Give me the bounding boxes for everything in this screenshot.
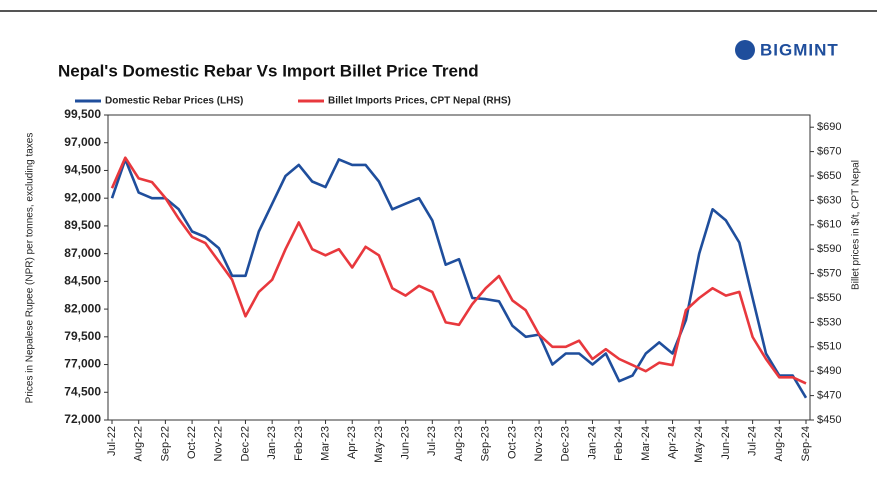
x-tick-label: Sep-24 (800, 426, 812, 461)
y-tick-label: 97,000 (64, 135, 101, 149)
x-tick-label: Mar-24 (640, 426, 652, 461)
y-tick-label: 89,500 (64, 218, 101, 232)
x-tick-label: Aug-23 (453, 426, 465, 461)
x-tick-label: Oct-22 (186, 426, 198, 459)
x-tick-label: Aug-24 (773, 426, 785, 461)
y2-tick-label: $470 (817, 390, 841, 402)
series-line (110, 156, 807, 385)
y-tick-label: 84,500 (64, 274, 101, 288)
x-tick-label: Feb-23 (293, 426, 305, 461)
x-tick-label: Jan-23 (266, 426, 278, 460)
legend-label: Domestic Rebar Prices (LHS) (105, 96, 243, 107)
y-tick-label: 87,000 (64, 246, 101, 260)
y2-tick-label: $610 (817, 219, 841, 231)
x-tick-label: Feb-24 (613, 426, 625, 461)
chart-title: Nepal's Domestic Rebar Vs Import Billet … (58, 61, 479, 80)
y2-tick-label: $510 (817, 341, 841, 353)
y2-tick-label: $670 (817, 146, 841, 158)
y-tick-label: 94,500 (64, 163, 101, 177)
x-tick-label: Nov-22 (213, 426, 225, 461)
y2-tick-label: $630 (817, 194, 841, 206)
x-tick-label: Jul-22 (106, 426, 118, 456)
y2-axis-label: Billet prices in $/t, CPT Nepal (851, 160, 862, 290)
y2-tick-label: $590 (817, 243, 841, 255)
x-tick-label: Apr-24 (666, 426, 678, 459)
y-tick-label: 99,500 (64, 107, 101, 121)
x-tick-label: Apr-23 (346, 426, 358, 459)
y2-tick-label: $650 (817, 170, 841, 182)
plot-frame (107, 114, 811, 421)
x-tick-label: Sep-22 (159, 426, 171, 461)
x-tick-label: Mar-23 (319, 426, 331, 461)
y2-tick-label: $690 (817, 121, 841, 133)
y-tick-label: 82,000 (64, 301, 101, 315)
x-tick-label: Oct-23 (506, 426, 518, 459)
x-tick-label: Jun-23 (400, 426, 412, 460)
x-tick-label: Sep-23 (480, 426, 492, 461)
y-tick-label: 92,000 (64, 190, 101, 204)
y2-tick-label: $490 (817, 365, 841, 377)
series-line (110, 158, 808, 399)
x-tick-label: May-24 (693, 426, 705, 463)
y-axis-label: Prices in Nepalese Rupee (NPR) per tonne… (25, 133, 36, 404)
y2-tick-label: $530 (817, 316, 841, 328)
brand: BIGMINT (760, 40, 839, 59)
x-tick-label: Dec-23 (560, 426, 572, 461)
legend-label: Billet Imports Prices, CPT Nepal (RHS) (328, 96, 511, 107)
x-tick-label: Dec-22 (239, 426, 251, 461)
x-tick-label: Jul-23 (426, 426, 438, 456)
x-tick-label: Aug-22 (133, 426, 145, 461)
y2-tick-label: $450 (817, 414, 841, 426)
y2-tick-label: $570 (817, 268, 841, 280)
logo: BIGMINT (735, 40, 839, 60)
y-tick-label: 74,500 (64, 384, 101, 398)
y-tick-label: 72,000 (64, 412, 101, 426)
x-tick-label: Nov-23 (533, 426, 545, 461)
y-tick-label: 79,500 (64, 329, 101, 343)
x-tick-label: Jun-24 (720, 426, 732, 460)
y2-tick-label: $550 (817, 292, 841, 304)
y-tick-label: 77,000 (64, 357, 101, 371)
x-tick-label: Jul-24 (747, 426, 759, 456)
x-tick-label: May-23 (373, 426, 385, 463)
x-tick-label: Jan-24 (586, 426, 598, 460)
